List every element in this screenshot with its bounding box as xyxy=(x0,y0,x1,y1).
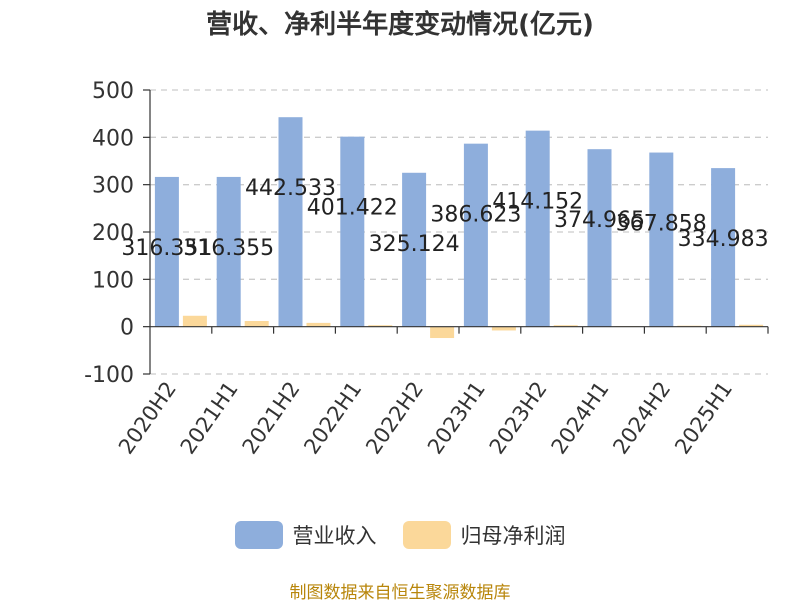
bar-net-profit xyxy=(553,325,578,327)
legend-item-revenue[interactable]: 营业收入 xyxy=(234,520,377,550)
legend-label-revenue: 营业收入 xyxy=(292,524,377,548)
bar-net-profit xyxy=(182,315,207,327)
y-tick-label: 300 xyxy=(92,174,134,199)
y-tick-label: 200 xyxy=(92,221,134,246)
data-label-revenue: 374.965 xyxy=(554,208,645,233)
bar-net-profit xyxy=(368,325,393,327)
data-label-revenue: 401.422 xyxy=(307,196,398,221)
bars-layer xyxy=(154,117,764,339)
bar-revenue xyxy=(154,176,179,327)
source-note: 制图数据来自恒生聚源数据库 xyxy=(289,583,511,603)
bar-revenue xyxy=(525,130,550,327)
data-label-revenue: 442.533 xyxy=(245,176,336,201)
bar-net-profit xyxy=(306,322,331,327)
x-tick-label: 2023H2 xyxy=(485,377,552,458)
bar-revenue xyxy=(587,149,612,327)
legend-item-net-profit[interactable]: 归母净利润 xyxy=(402,520,566,550)
legend-swatch-net-profit xyxy=(402,521,451,549)
grid-layer xyxy=(150,89,768,375)
x-tick-label: 2021H1 xyxy=(176,377,243,458)
y-tick-label: -100 xyxy=(84,363,134,388)
bar-net-profit xyxy=(739,324,764,327)
bar-revenue xyxy=(340,136,365,327)
data-label-revenue: 325.124 xyxy=(369,232,460,257)
chart-title: 营收、净利半年度变动情况(亿元) xyxy=(206,10,594,40)
bar-net-profit xyxy=(430,326,455,339)
bar-revenue xyxy=(278,117,303,327)
bar-revenue xyxy=(649,152,674,327)
x-tick-label: 2025H1 xyxy=(670,377,737,458)
bar-net-profit xyxy=(244,320,269,327)
data-label-revenue: 316.355 xyxy=(183,236,274,261)
legend-swatch-revenue xyxy=(234,521,283,549)
data-label-revenue: 386.623 xyxy=(430,203,521,228)
bar-revenue xyxy=(711,168,736,327)
bar-net-profit xyxy=(491,326,516,331)
bar-revenue xyxy=(216,176,241,327)
x-tick-label: 2024H2 xyxy=(608,377,675,458)
bar-revenue xyxy=(463,143,488,327)
legend: 营业收入 归母净利润 xyxy=(0,517,800,553)
x-tick-label: 2023H1 xyxy=(423,377,490,458)
x-tick-label: 2022H1 xyxy=(299,377,366,458)
y-tick-label: 0 xyxy=(120,316,134,341)
x-tick-label: 2021H2 xyxy=(238,377,305,458)
y-tick-label: 400 xyxy=(92,126,134,151)
x-tick-label: 2022H2 xyxy=(361,377,428,458)
legend-label-net-profit: 归母净利润 xyxy=(460,524,566,548)
x-tick-label: 2020H2 xyxy=(114,377,181,458)
data-label-revenue: 316.351 xyxy=(121,236,212,261)
data-label-revenue: 367.858 xyxy=(616,212,707,237)
data-label-revenue: 414.152 xyxy=(492,190,583,215)
data-label-revenue: 334.983 xyxy=(678,227,769,252)
y-tick-label: 100 xyxy=(92,268,134,293)
bar-revenue xyxy=(402,172,427,327)
y-tick-label: 500 xyxy=(92,79,134,104)
x-tick-label: 2024H1 xyxy=(547,377,614,458)
